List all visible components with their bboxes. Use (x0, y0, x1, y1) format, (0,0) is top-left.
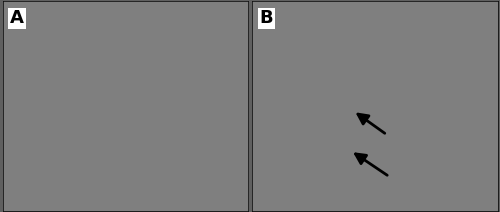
Text: A: A (10, 10, 24, 28)
Text: B: B (260, 10, 274, 28)
